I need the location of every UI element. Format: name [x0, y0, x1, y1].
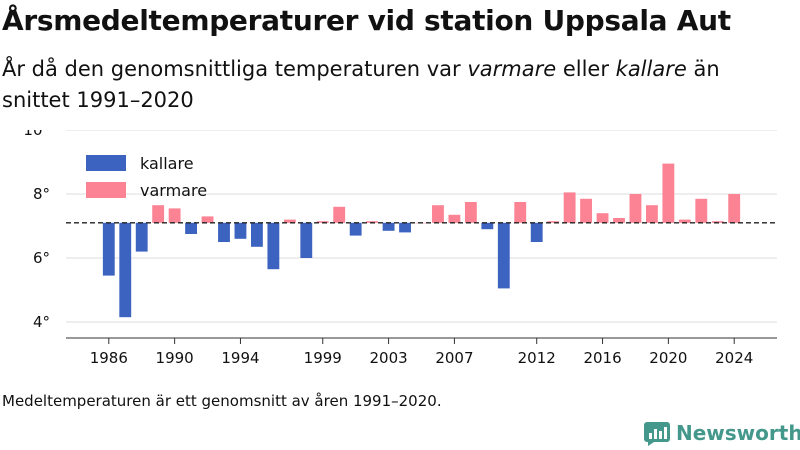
- y-gridlines: [66, 130, 777, 323]
- bar-warmer: [448, 214, 461, 223]
- chart-subtitle: År då den genomsnittliga temperaturen va…: [2, 54, 792, 116]
- footnote: Medeltemperaturen är ett genomsnitt av å…: [2, 392, 442, 410]
- bar-colder: [349, 222, 362, 236]
- y-tick-label: 4°: [33, 313, 50, 331]
- x-tick-label: 1999: [304, 349, 342, 367]
- subtitle-warmer: varmare: [467, 57, 557, 81]
- legend: kallare varmare: [86, 154, 207, 200]
- bar-colder: [119, 222, 132, 318]
- temperature-chart: 4° 6° 8° 10° 1986 1990 1994 1999 2003 2007 2012 20…: [23, 130, 777, 367]
- x-tick-label: 2007: [435, 349, 473, 367]
- bar-colder: [530, 222, 543, 242]
- bar-warmer: [514, 202, 527, 223]
- bar-warmer: [695, 198, 708, 223]
- bar-warmer: [662, 163, 675, 223]
- subtitle-text-1: År då den genomsnittliga temperaturen va…: [2, 57, 468, 81]
- bar-warmer: [728, 194, 741, 223]
- x-tick-label: 2020: [649, 349, 687, 367]
- bar-warmer: [547, 221, 560, 223]
- y-tick-label: 6°: [33, 249, 50, 267]
- bar-warmer: [152, 205, 165, 223]
- bar-colder: [497, 222, 510, 289]
- bars: [102, 163, 741, 318]
- newsworthy-logo-text: Newsworthy: [676, 421, 800, 445]
- newsworthy-logo-icon: [644, 422, 670, 446]
- y-tick-labels: 4° 6° 8° 10°: [23, 130, 50, 331]
- bar-colder: [250, 222, 263, 247]
- bar-warmer: [645, 205, 658, 223]
- bar-colder: [300, 222, 313, 258]
- x-tick-label: 1990: [156, 349, 194, 367]
- bar-warmer: [168, 208, 181, 223]
- bar-colder: [267, 222, 280, 270]
- bar-warmer: [580, 198, 593, 223]
- bar-warmer: [283, 219, 296, 223]
- bar-colder: [382, 222, 395, 231]
- legend-swatch-kallare: [86, 155, 126, 171]
- legend-label-kallare: kallare: [140, 154, 194, 173]
- newsworthy-logo[interactable]: Newsworthy: [644, 420, 800, 446]
- bar-colder: [185, 222, 198, 234]
- x-tick-label: 2016: [583, 349, 621, 367]
- bar-colder: [234, 222, 247, 239]
- bar-warmer: [629, 194, 642, 223]
- x-tick-label: 2012: [518, 349, 556, 367]
- subtitle-text-2: eller: [556, 57, 616, 81]
- x-tick-label: 1986: [90, 349, 128, 367]
- bar-colder: [102, 222, 115, 276]
- subtitle-colder: kallare: [615, 57, 687, 81]
- bar-warmer: [201, 216, 214, 223]
- bar-warmer: [678, 219, 691, 223]
- x-tick-label: 2003: [369, 349, 407, 367]
- y-tick-label: 8°: [33, 185, 50, 203]
- bar-colder: [135, 222, 148, 252]
- bar-warmer: [432, 205, 444, 223]
- legend-swatch-varmare: [86, 182, 126, 198]
- bar-warmer: [711, 221, 724, 223]
- y-tick-label: 10°: [23, 130, 50, 139]
- subtitle-text-3: än snittet 1991–2020: [2, 57, 720, 112]
- legend-label-varmare: varmare: [140, 181, 207, 200]
- x-tick-label: 2024: [715, 349, 753, 367]
- bar-warmer: [464, 202, 477, 223]
- bar-colder: [481, 222, 494, 230]
- bar-warmer: [366, 221, 379, 223]
- x-ticks: 1986 1990 1994 1999 2003 2007 2012 2016 2020 2024: [90, 338, 753, 367]
- bar-warmer: [613, 218, 625, 223]
- chart-title: Årsmedeltemperaturer vid station Uppsala…: [2, 4, 731, 37]
- bar-warmer: [316, 221, 329, 223]
- bar-colder: [218, 222, 230, 242]
- bar-warmer: [333, 206, 346, 223]
- bar-warmer: [563, 192, 576, 223]
- bar-warmer: [596, 213, 609, 223]
- x-tick-label: 1994: [221, 349, 259, 367]
- bar-colder: [399, 222, 411, 233]
